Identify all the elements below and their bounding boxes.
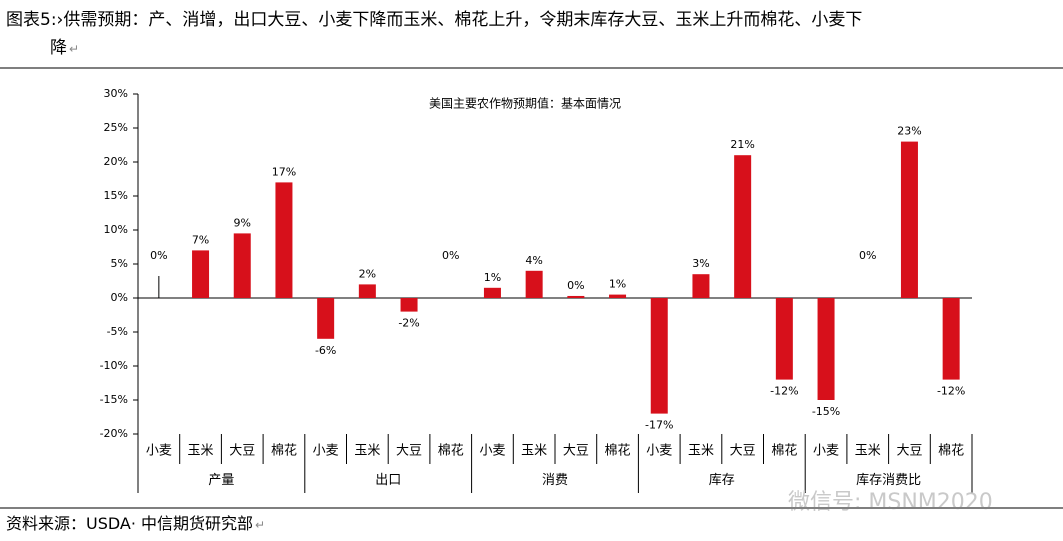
data-label: -17%	[645, 419, 673, 432]
data-label: 3%	[692, 257, 709, 270]
bar-库存消费比-小麦	[817, 298, 835, 400]
bottom-rule	[0, 507, 1063, 509]
data-label: -15%	[812, 405, 840, 418]
paragraph-mark: ↵	[69, 42, 80, 56]
category-label: 玉米	[521, 444, 547, 459]
group-label: 库存	[709, 472, 735, 488]
y-tick-label: 25%	[104, 121, 128, 134]
chart-title: 美国主要农作物预期值：基本面情况	[429, 96, 621, 111]
category-label: 棉花	[771, 443, 797, 459]
y-tick-label: 20%	[104, 155, 128, 168]
bar-出口-玉米	[358, 284, 376, 298]
category-label: 小麦	[313, 444, 339, 459]
figure-heading-line2: 降 ↵	[6, 34, 1058, 63]
y-tick-label: 30%	[104, 87, 128, 100]
category-label: 大豆	[563, 444, 589, 459]
category-label: 棉花	[271, 443, 297, 459]
y-tick-label: 0%	[111, 291, 128, 304]
y-tick-label: 10%	[104, 223, 128, 236]
bar-出口-大豆	[400, 298, 418, 312]
bar-消费-玉米	[525, 270, 543, 298]
category-label: 玉米	[354, 444, 380, 459]
group-label: 消费	[542, 473, 568, 488]
category-label: 玉米	[688, 444, 714, 459]
category-label: 玉米	[188, 444, 214, 459]
category-label: 大豆	[896, 444, 922, 459]
data-label: 17%	[272, 165, 296, 178]
bar-库存-小麦	[650, 298, 668, 414]
category-label: 大豆	[396, 444, 422, 459]
data-label: 4%	[525, 254, 542, 267]
bar-库存-玉米	[692, 274, 710, 298]
data-label: -12%	[770, 385, 798, 398]
category-label: 小麦	[813, 444, 839, 459]
y-tick-label: -5%	[107, 325, 128, 338]
category-label: 玉米	[855, 444, 881, 459]
wechat-watermark: 微信号: MSNM2020	[788, 490, 993, 515]
category-label: 小麦	[646, 444, 672, 459]
data-label: 1%	[609, 278, 626, 291]
data-label: 0%	[150, 249, 167, 262]
bar-库存-大豆	[734, 155, 752, 298]
category-label: 大豆	[229, 444, 255, 459]
data-label: -12%	[937, 385, 965, 398]
data-label: 7%	[192, 233, 209, 246]
source-note: 资料来源：USDA· 中信期货研究部 ↵	[6, 512, 265, 537]
group-label: 产量	[208, 473, 234, 488]
data-label: 21%	[730, 138, 754, 151]
data-label: 0%	[859, 249, 876, 262]
data-label: 9%	[234, 216, 251, 229]
category-label: 棉花	[605, 443, 631, 459]
bar-chart: 美国主要农作物预期值：基本面情况 -20% -15% -10% -5% 0% 5% 10% 15…	[100, 87, 973, 493]
bar-产量-棉花	[275, 182, 293, 298]
bar-库存消费比-棉花	[942, 298, 960, 380]
heading-text-2: 降	[50, 38, 67, 58]
category-label: 小麦	[479, 444, 505, 459]
data-label: 23%	[897, 125, 921, 138]
bar-库存消费比-大豆	[900, 141, 918, 298]
bar-消费-大豆	[567, 295, 585, 298]
group-label: 出口	[375, 473, 401, 488]
data-label: -6%	[315, 344, 336, 357]
category-label: 大豆	[730, 444, 756, 459]
category-label: 棉花	[438, 443, 464, 459]
figure-heading: 图表5:›供需预期：产、消增，出口大豆、小麦下降而玉米、棉花上升，令期末库存大豆…	[6, 6, 1058, 63]
bar-出口-小麦	[317, 298, 335, 339]
y-tick-label: -15%	[100, 393, 128, 406]
y-tick-label: 5%	[111, 257, 128, 270]
category-label: 小麦	[146, 444, 172, 459]
group-label: 库存消费比	[856, 472, 921, 488]
category-label: 棉花	[938, 443, 964, 459]
y-tick-label: 15%	[104, 189, 128, 202]
bar-产量-大豆	[233, 233, 251, 298]
y-tick-label: -20%	[100, 427, 128, 440]
data-label: 0%	[567, 279, 584, 292]
bar-消费-小麦	[483, 287, 501, 298]
data-label: 2%	[359, 267, 376, 280]
data-label: 0%	[442, 249, 459, 262]
heading-text-1: 图表5:›供需预期：产、消增，出口大豆、小麦下降而玉米、棉花上升，令期末库存大豆…	[6, 10, 863, 30]
bar-库存-棉花	[775, 298, 793, 380]
data-label: -2%	[398, 317, 419, 330]
y-tick-label: -10%	[100, 359, 128, 372]
top-rule	[0, 67, 1063, 69]
paragraph-mark: ↵	[255, 518, 266, 532]
bar-消费-棉花	[609, 294, 627, 298]
bar-产量-玉米	[192, 250, 210, 298]
source-text: 资料来源：USDA· 中信期货研究部	[6, 514, 254, 533]
data-label: 1%	[484, 271, 501, 284]
figure-heading-line1: 图表5:›供需预期：产、消增，出口大豆、小麦下降而玉米、棉花上升，令期末库存大豆…	[6, 6, 1058, 34]
